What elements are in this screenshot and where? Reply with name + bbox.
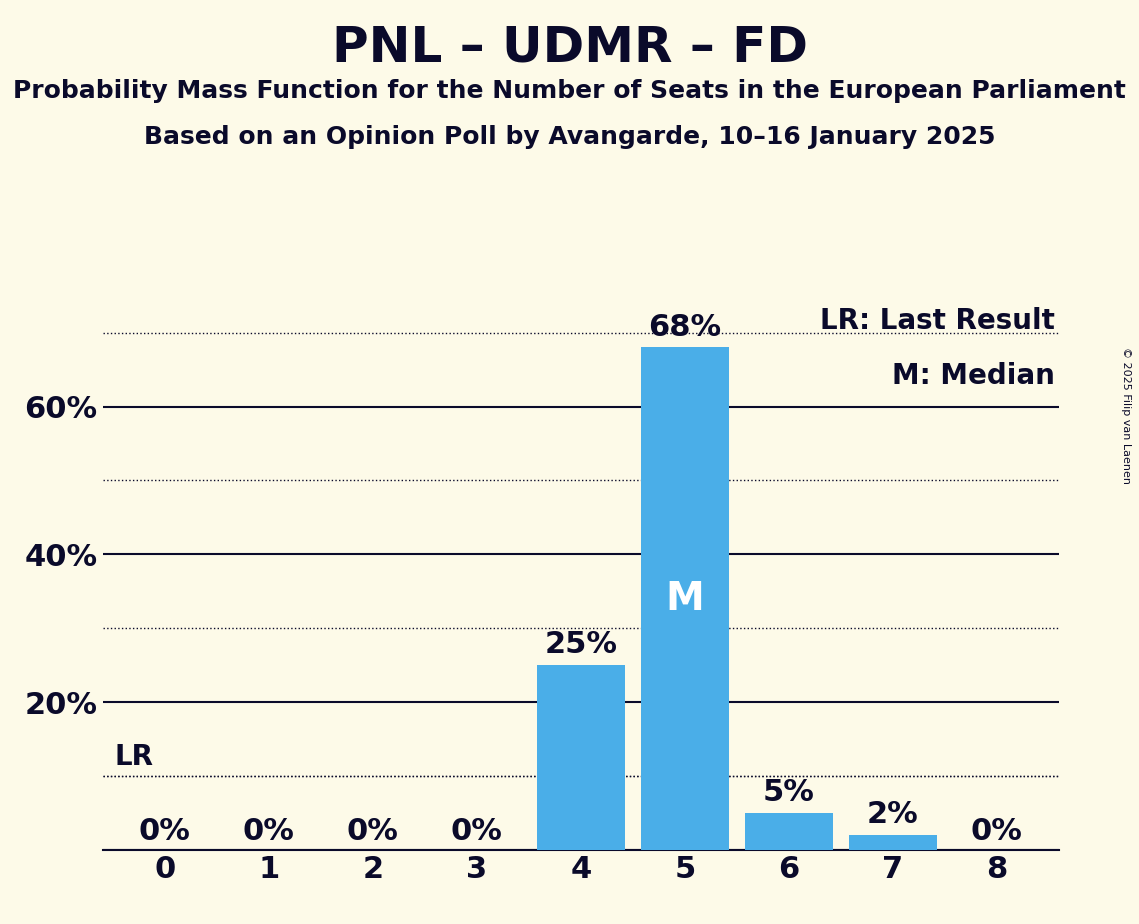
Text: 0%: 0%: [970, 818, 1023, 846]
Text: Based on an Opinion Poll by Avangarde, 10–16 January 2025: Based on an Opinion Poll by Avangarde, 1…: [144, 125, 995, 149]
Text: M: M: [665, 579, 704, 618]
Text: 2%: 2%: [867, 800, 919, 830]
Text: 25%: 25%: [544, 630, 617, 660]
Bar: [640, 347, 729, 850]
Text: 0%: 0%: [139, 818, 191, 846]
Text: 68%: 68%: [648, 312, 721, 342]
Text: PNL – UDMR – FD: PNL – UDMR – FD: [331, 23, 808, 71]
Bar: [536, 665, 625, 850]
Text: M: Median: M: Median: [892, 362, 1055, 390]
Text: 0%: 0%: [451, 818, 502, 846]
Text: 0%: 0%: [243, 818, 295, 846]
Text: © 2025 Filip van Laenen: © 2025 Filip van Laenen: [1121, 347, 1131, 484]
Text: 0%: 0%: [347, 818, 399, 846]
Bar: [745, 813, 833, 850]
Text: LR: Last Result: LR: Last Result: [820, 307, 1055, 334]
Text: Probability Mass Function for the Number of Seats in the European Parliament: Probability Mass Function for the Number…: [13, 79, 1126, 103]
Bar: [849, 835, 937, 850]
Text: 5%: 5%: [763, 778, 814, 808]
Text: LR: LR: [115, 743, 154, 771]
